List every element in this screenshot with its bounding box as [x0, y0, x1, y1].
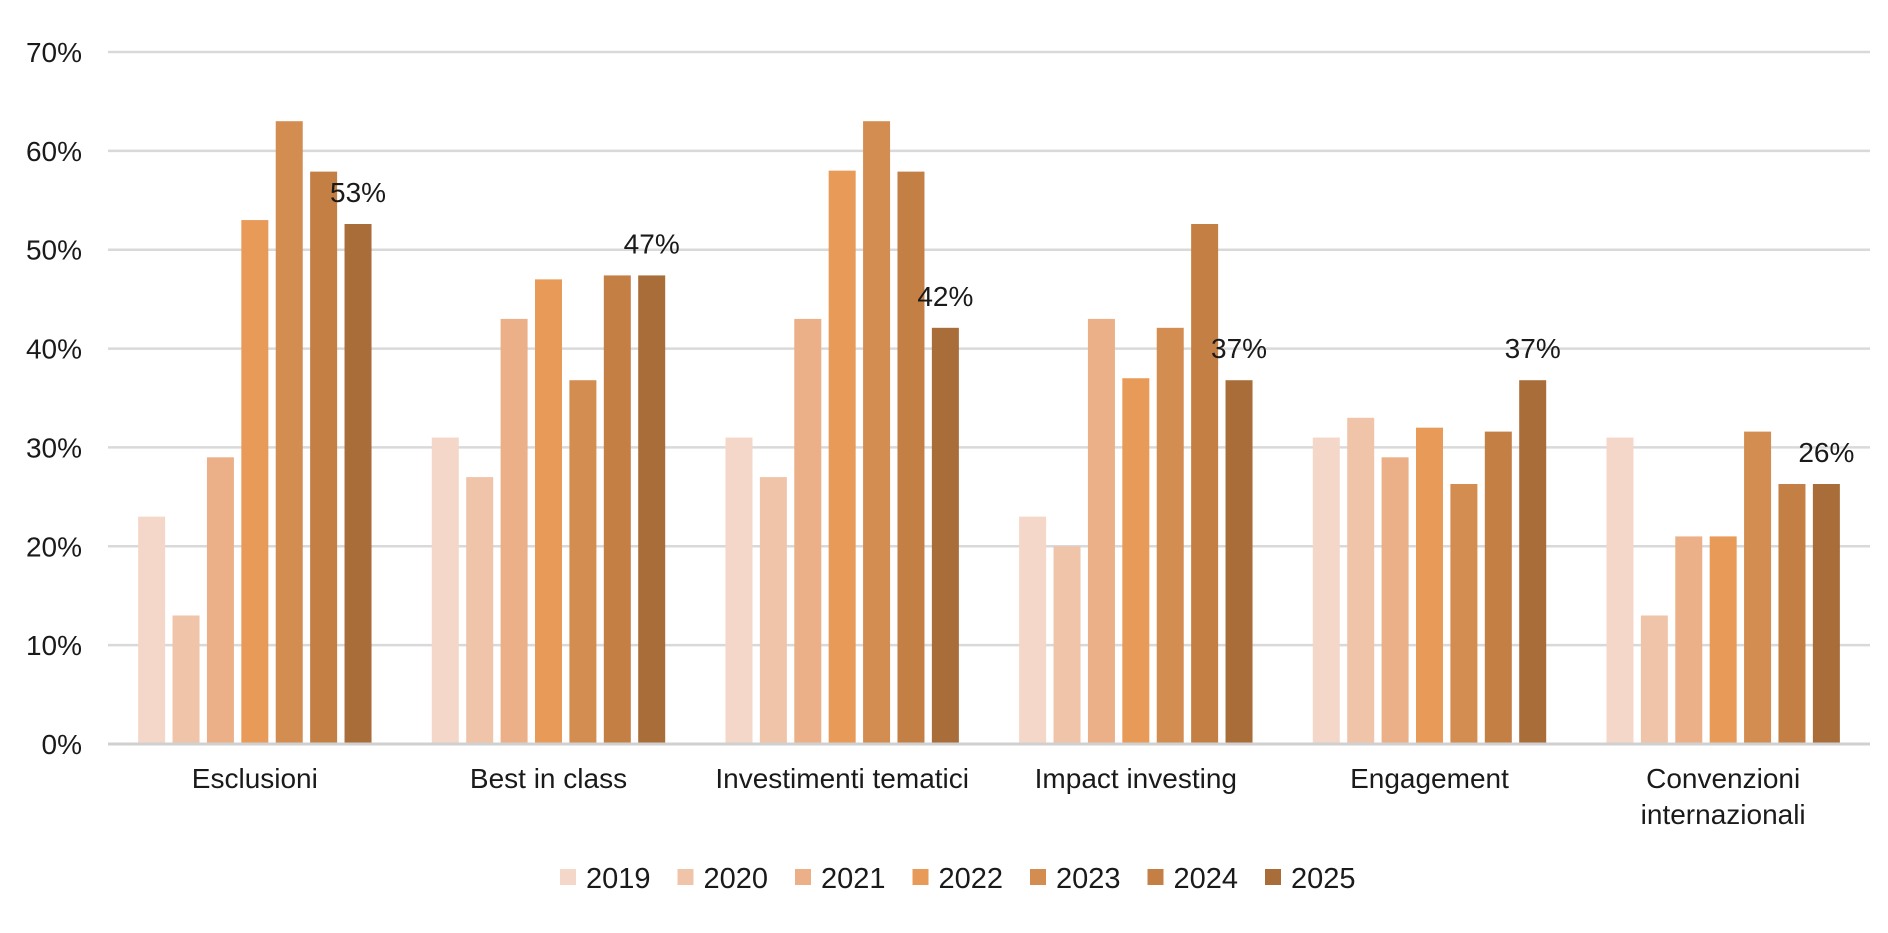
bar-2022-cat-5: [1709, 536, 1737, 744]
bar-2021-cat-4: [1381, 457, 1409, 744]
bar-2024-cat-4: [1484, 431, 1512, 744]
y-tick-label: 40%: [26, 334, 82, 365]
legend-item-2019: 2019: [560, 863, 651, 895]
gridlines: [108, 50, 1870, 647]
y-tick-label: 60%: [26, 136, 82, 167]
category-label: Investimenti tematici: [715, 763, 969, 794]
bar-2021-cat-1: [500, 318, 528, 744]
legend-item-2024: 2024: [1147, 863, 1239, 895]
y-tick-label: 30%: [26, 432, 82, 463]
legend-label: 2022: [939, 863, 1004, 895]
legend-swatch: [677, 869, 694, 885]
bar-2019-cat-1: [431, 437, 459, 744]
data-label: 37%: [1505, 333, 1561, 364]
category-label: Convenzioni: [1646, 763, 1800, 794]
legend-swatch: [560, 869, 576, 885]
bar-2023-cat-5: [1744, 431, 1772, 744]
bar-2021-cat-3: [1087, 318, 1115, 744]
category-label: Impact investing: [1035, 763, 1237, 794]
bar-2025-cat-5: [1812, 484, 1840, 744]
bars: [138, 121, 1840, 744]
bar-2021-cat-0: [206, 457, 234, 744]
bar-2022-cat-0: [241, 220, 269, 744]
bar-2022-cat-3: [1122, 378, 1150, 744]
data-label: 37%: [1211, 333, 1267, 364]
data-labels: 53% 47% 42% 37% 37% 26%: [330, 177, 1854, 468]
legend: 2019 2020 2021 2022 2023 2024 2025: [560, 863, 1356, 895]
bar-2020-cat-2: [759, 477, 787, 744]
bar-2020-cat-4: [1347, 417, 1375, 744]
bar-2025-cat-2: [931, 327, 959, 744]
y-tick-label: 10%: [26, 630, 82, 661]
legend-item-2021: 2021: [795, 863, 886, 895]
category-label: internazionali: [1641, 799, 1806, 830]
bar-2025-cat-0: [344, 224, 372, 744]
y-tick-label: 20%: [26, 531, 82, 562]
bar-2024-cat-0: [310, 171, 338, 744]
legend-item-2023: 2023: [1030, 863, 1121, 895]
bar-2023-cat-1: [569, 380, 597, 744]
category-label: Engagement: [1350, 763, 1509, 794]
bar-2023-cat-0: [275, 121, 303, 744]
bar-2023-cat-2: [863, 121, 891, 744]
legend-item-2022: 2022: [912, 863, 1004, 895]
bar-2020-cat-1: [466, 477, 494, 744]
bar-2025-cat-1: [638, 275, 666, 744]
y-axis-ticks: 0% 10% 20% 30% 40% 50% 60% 70%: [26, 37, 82, 760]
legend-label: 2025: [1291, 863, 1356, 895]
bar-2022-cat-4: [1416, 427, 1443, 744]
legend-label: 2023: [1056, 863, 1121, 895]
y-tick-label: 0%: [42, 729, 82, 760]
category-label: Esclusioni: [192, 763, 318, 794]
bar-2024-cat-5: [1778, 484, 1806, 744]
bar-2022-cat-2: [828, 170, 856, 744]
bar-2025-cat-3: [1225, 380, 1253, 744]
bar-2020-cat-5: [1640, 615, 1668, 744]
bar-2025-cat-4: [1519, 380, 1547, 744]
data-label: 26%: [1798, 437, 1854, 468]
bar-2024-cat-1: [603, 275, 631, 744]
bar-2019-cat-0: [138, 516, 166, 744]
legend-item-2020: 2020: [677, 863, 769, 895]
legend-swatch: [1147, 869, 1164, 885]
bar-2020-cat-3: [1053, 546, 1081, 744]
bar-2020-cat-0: [172, 615, 200, 744]
legend-swatch: [1030, 869, 1046, 885]
legend-swatch: [1265, 869, 1281, 885]
data-label: 53%: [330, 177, 386, 208]
bar-2022-cat-1: [535, 279, 562, 744]
legend-label: 2019: [586, 863, 651, 895]
legend-label: 2021: [821, 863, 886, 895]
y-tick-label: 50%: [26, 235, 82, 266]
bar-2019-cat-3: [1019, 516, 1047, 744]
bar-2024-cat-3: [1191, 224, 1219, 744]
bar-2023-cat-4: [1450, 484, 1478, 744]
legend-label: 2020: [704, 863, 769, 895]
data-label: 42%: [917, 281, 973, 312]
bar-2019-cat-2: [725, 437, 753, 744]
category-label: Best in class: [470, 763, 627, 794]
legend-swatch: [912, 869, 929, 885]
legend-swatch: [795, 869, 811, 885]
y-tick-label: 70%: [26, 37, 82, 68]
category-labels: Esclusioni Best in class Investimenti tema…: [192, 763, 1806, 830]
legend-item-2025: 2025: [1265, 863, 1356, 895]
legend-label: 2024: [1174, 863, 1239, 895]
bar-2024-cat-2: [897, 171, 925, 744]
bar-2021-cat-2: [794, 318, 822, 744]
bar-2019-cat-5: [1606, 437, 1634, 744]
bar-2019-cat-4: [1312, 437, 1340, 744]
bar-2023-cat-3: [1156, 327, 1184, 744]
bar-2021-cat-5: [1675, 536, 1703, 744]
data-label: 47%: [624, 228, 680, 259]
